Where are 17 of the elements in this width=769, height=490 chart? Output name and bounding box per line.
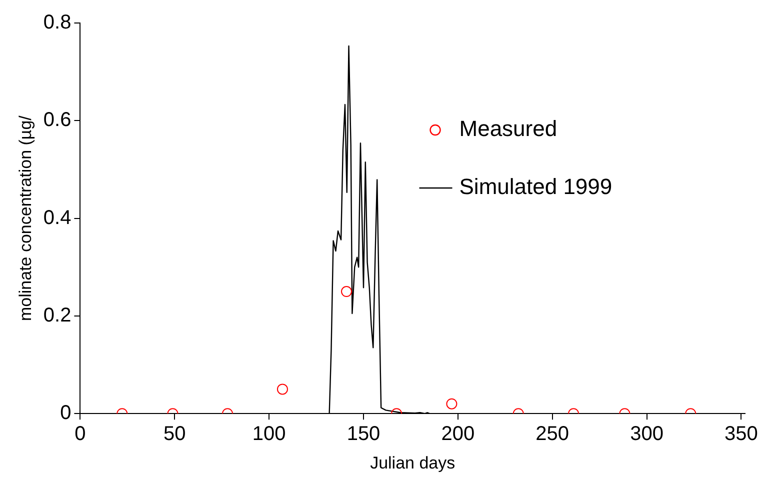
x-tick-label: 100 <box>252 423 286 446</box>
x-axis-title: Julian days <box>370 453 456 472</box>
y-tick-label: 0 <box>60 402 72 424</box>
y-tick-label: 0.2 <box>43 304 72 326</box>
y-tick-label: 0.4 <box>43 206 72 229</box>
x-tick-label: 200 <box>441 423 475 446</box>
x-tick-label: 250 <box>536 423 570 446</box>
x-tick-label: 50 <box>164 423 186 446</box>
y-tick-label: 0.8 <box>43 12 72 34</box>
legend-label: Measured <box>459 116 558 142</box>
x-tick-label: 350 <box>724 423 758 446</box>
y-tick-label: 0.6 <box>43 109 72 132</box>
x-tick-label: 150 <box>346 423 380 446</box>
y-axis-title: molinate concentration (µg/ <box>16 115 35 322</box>
x-tick-label: 0 <box>74 423 86 446</box>
x-tick-label: 300 <box>630 423 664 446</box>
legend-label: Simulated 1999 <box>459 174 612 200</box>
